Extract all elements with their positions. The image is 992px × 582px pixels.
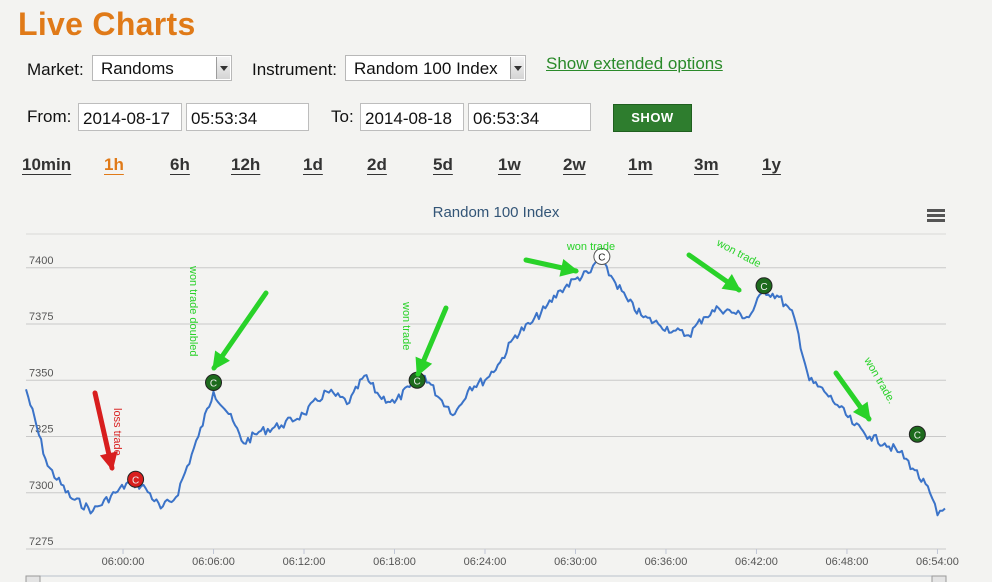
market-label: Market: <box>27 60 84 79</box>
trade-marker-symbol: C <box>414 376 421 387</box>
annotation-arrowhead <box>99 451 118 471</box>
x-tick-label: 06:36:00 <box>645 556 688 568</box>
y-tick-label: 7350 <box>29 367 53 379</box>
annotation-label: won trade <box>400 301 412 350</box>
from-time-input[interactable]: 05:53:34 <box>186 103 309 131</box>
trade-marker <box>127 470 145 488</box>
y-tick-label: 7275 <box>29 536 53 548</box>
x-tick-label: 06:48:00 <box>826 556 869 568</box>
range-1m[interactable]: 1m <box>628 155 653 174</box>
show-button[interactable]: SHOW <box>613 104 692 132</box>
range-2w[interactable]: 2w <box>563 155 586 174</box>
x-tick-label: 06:30:00 <box>554 556 597 568</box>
annotation-arrowhead <box>415 356 433 377</box>
trade-marker-symbol: C <box>914 430 921 441</box>
annotation-arrow <box>211 290 269 371</box>
range-12h[interactable]: 12h <box>231 155 261 174</box>
annotation-label: won trade <box>714 237 763 271</box>
annotation-arrowhead <box>852 401 871 422</box>
annotation-label: loss trade <box>111 408 123 456</box>
trade-marker <box>593 248 611 265</box>
range-1d[interactable]: 1d <box>303 155 323 174</box>
chevron-down-icon[interactable] <box>216 57 230 79</box>
y-tick-label: 7400 <box>29 255 53 267</box>
show-extended-options-link[interactable]: Show extended options <box>546 54 723 73</box>
trade-marker-symbol: C <box>210 379 217 390</box>
from-label: From: <box>27 107 72 126</box>
to-time-input[interactable]: 06:53:34 <box>468 103 591 131</box>
trade-marker <box>908 425 926 443</box>
chevron-down-icon[interactable] <box>510 57 524 79</box>
trade-marker-symbol: C <box>132 475 139 486</box>
trade-marker-symbol: C <box>598 253 605 264</box>
annotation-arrowhead <box>721 274 742 292</box>
range-10min[interactable]: 10min <box>22 155 72 174</box>
x-tick-label: 06:00:00 <box>102 556 145 568</box>
y-tick-label: 7300 <box>29 480 53 492</box>
range-1w[interactable]: 1w <box>498 155 521 174</box>
range-1y[interactable]: 1y <box>762 155 781 174</box>
x-tick-label: 06:54:00 <box>916 556 959 568</box>
trade-marker <box>205 374 223 391</box>
navigator-handle-right <box>931 575 947 582</box>
to-date-input[interactable]: 2014-08-18 <box>360 103 464 131</box>
instrument-select-value: Random 100 Index <box>354 59 498 78</box>
annotation-arrowhead <box>212 350 230 371</box>
series-line <box>25 257 946 517</box>
instrument-select[interactable]: Random 100 Index <box>345 55 526 81</box>
range-3m[interactable]: 3m <box>694 155 719 174</box>
trade-marker <box>755 277 773 295</box>
menu-icon[interactable] <box>927 209 945 223</box>
annotation-label: won trade <box>566 241 615 253</box>
from-date-input[interactable]: 2014-08-17 <box>78 103 182 131</box>
page-title: Live Charts <box>18 6 196 42</box>
x-tick-label: 06:12:00 <box>283 556 326 568</box>
market-select-value: Randoms <box>101 59 174 78</box>
range-5d[interactable]: 5d <box>433 155 453 174</box>
range-2d[interactable]: 2d <box>367 155 387 174</box>
x-tick-label: 06:06:00 <box>192 556 235 568</box>
trade-marker-symbol: C <box>760 282 767 293</box>
to-label: To: <box>331 107 354 126</box>
annotation-label: won trade doubled <box>187 265 199 357</box>
annotation-arrowhead <box>559 258 579 277</box>
x-tick-label: 06:42:00 <box>735 556 778 568</box>
chart-title: Random 100 Index <box>432 204 560 221</box>
x-tick-label: 06:18:00 <box>373 556 416 568</box>
y-tick-label: 7375 <box>29 311 53 323</box>
instrument-label: Instrument: <box>252 60 338 79</box>
market-select[interactable]: Randoms <box>92 55 232 81</box>
y-tick-label: 7325 <box>29 424 53 436</box>
navigator-handle-left <box>25 575 41 582</box>
range-1h[interactable]: 1h <box>104 155 124 174</box>
x-tick-label: 06:24:00 <box>464 556 507 568</box>
range-6h[interactable]: 6h <box>170 155 190 174</box>
